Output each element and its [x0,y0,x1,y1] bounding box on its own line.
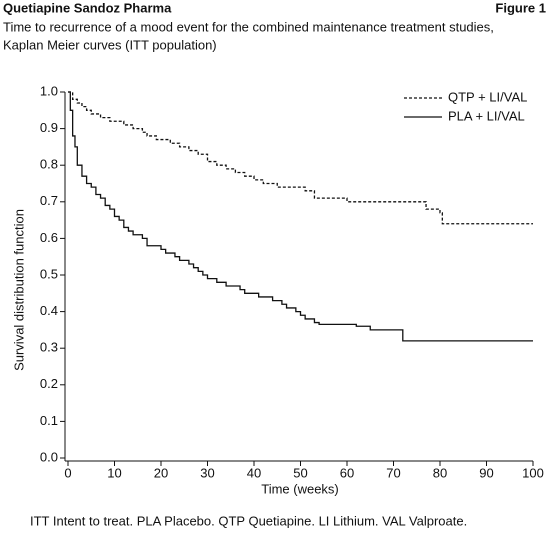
y-axis-label: Survival distribution function [11,209,26,371]
header-right: Figure 1 [495,0,546,15]
x-tick-label: 60 [340,465,354,480]
x-tick-label: 0 [64,465,71,480]
legend-label: QTP + LI/VAL [448,89,527,104]
y-tick-label: 0.0 [40,449,58,464]
y-tick-label: 0.1 [40,413,58,428]
y-tick-label: 0.7 [40,193,58,208]
x-tick-label: 40 [247,465,261,480]
x-tick-label: 20 [154,465,168,480]
y-tick-label: 0.2 [40,376,58,391]
footnote: ITT Intent to treat. PLA Placebo. QTP Qu… [30,513,467,528]
km-curve [68,91,533,225]
x-tick-label: 80 [433,465,447,480]
y-tick-label: 0.3 [40,340,58,355]
legend-label: PLA + LI/VAL [448,108,525,123]
y-tick-label: 0.5 [40,266,58,281]
y-tick-label: 0.8 [40,157,58,172]
x-tick-label: 100 [522,465,544,480]
y-tick-label: 0.9 [40,120,58,135]
x-tick-label: 90 [479,465,493,480]
x-axis-label: Time (weeks) [261,481,339,496]
x-tick-label: 50 [293,465,307,480]
x-tick-label: 70 [386,465,400,480]
y-tick-label: 0.4 [40,303,58,318]
x-tick-label: 30 [200,465,214,480]
subtitle: Time to recurrence of a mood event for t… [3,19,494,34]
subtitle: Kaplan Meier curves (ITT population) [3,37,217,52]
km-curve [68,91,533,342]
x-tick-label: 10 [107,465,121,480]
header-left: Quetiapine Sandoz Pharma [3,0,172,15]
y-tick-label: 1.0 [40,83,58,98]
y-tick-label: 0.6 [40,230,58,245]
